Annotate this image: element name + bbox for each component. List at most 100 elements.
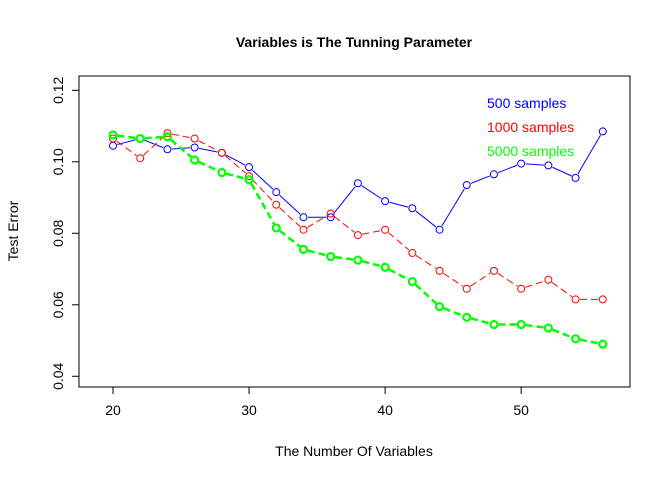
data-point — [326, 209, 335, 218]
data-point — [435, 266, 444, 275]
y-tick-label: 0.10 — [50, 148, 66, 175]
series-line-segment — [497, 272, 518, 287]
series-line-segment — [470, 317, 490, 325]
x-axis-label: The Number Of Variables — [275, 443, 433, 459]
series-line-segment — [525, 280, 545, 288]
data-point — [435, 225, 444, 234]
series-line-segment — [497, 164, 518, 174]
data-point — [162, 132, 173, 142]
data-point — [571, 295, 580, 304]
series-line-segment — [333, 216, 355, 233]
y-axis: 0.04 0.06 0.08 0.10 0.12 — [50, 76, 80, 390]
data-point — [381, 197, 390, 206]
y-axis-label: Test Error — [5, 200, 21, 261]
legend: 500 samples 1000 samples 5000 samples — [487, 95, 574, 159]
data-point — [462, 181, 471, 190]
data-point — [245, 163, 254, 172]
chart-title: Variables is The Tunning Parameter — [236, 34, 473, 50]
series-line-segment — [525, 163, 544, 166]
data-point — [516, 319, 526, 330]
y-tick-label: 0.04 — [50, 362, 66, 389]
data-point — [272, 188, 281, 197]
data-point — [190, 134, 199, 143]
y-tick-label: 0.06 — [50, 291, 66, 318]
series-line-segment — [362, 230, 381, 235]
series-line-segment — [577, 135, 601, 175]
series-line-segment — [415, 255, 437, 269]
data-point — [190, 143, 199, 152]
y-tick-label: 0.12 — [50, 76, 66, 103]
data-point — [326, 213, 335, 222]
series-line-segment — [279, 229, 301, 248]
x-tick-label: 40 — [377, 402, 393, 418]
series-line-segment — [307, 215, 328, 228]
data-point — [598, 127, 607, 136]
series-3 — [108, 130, 608, 349]
data-point — [108, 130, 118, 140]
data-point — [245, 172, 254, 181]
data-point — [244, 175, 254, 185]
data-point — [109, 134, 118, 143]
data-point — [353, 179, 362, 188]
x-tick-label: 30 — [241, 402, 257, 418]
data-point — [190, 155, 200, 165]
series-line-segment — [307, 249, 327, 257]
series-line-segment — [224, 155, 246, 174]
data-point — [434, 301, 445, 312]
data-point — [217, 148, 226, 157]
data-point — [353, 231, 362, 240]
series-line-segment — [551, 281, 573, 298]
data-point — [462, 284, 471, 293]
data-point — [135, 133, 145, 144]
series-line-segment — [279, 207, 301, 228]
data-point — [543, 323, 553, 333]
series-line-segment — [470, 272, 491, 287]
series-layer — [108, 127, 608, 349]
series-line-segment — [116, 140, 137, 156]
data-point — [489, 266, 498, 275]
data-point — [163, 145, 172, 154]
series-line-segment — [171, 133, 191, 139]
data-point — [489, 170, 498, 179]
legend-entry: 1000 samples — [487, 119, 574, 135]
data-point — [517, 284, 526, 293]
series-line-segment — [525, 323, 545, 329]
data-point — [489, 319, 499, 330]
x-tick-label: 50 — [513, 402, 529, 418]
series-line-segment — [389, 201, 409, 208]
data-point — [217, 167, 227, 178]
data-point — [571, 173, 580, 182]
legend-entry: 5000 samples — [487, 143, 574, 159]
legend-entry: 500 samples — [487, 95, 566, 111]
series-line-segment — [225, 154, 246, 166]
series-line-segment — [143, 135, 165, 156]
series-line-segment — [443, 307, 464, 317]
series-line-segment — [334, 255, 354, 261]
data-point — [299, 213, 308, 222]
data-point — [326, 251, 336, 262]
x-tick-label: 20 — [105, 402, 121, 418]
data-point — [298, 244, 309, 254]
series-line-segment — [252, 169, 274, 190]
data-point — [598, 339, 608, 349]
data-point — [380, 262, 390, 272]
series-line-segment — [361, 185, 382, 200]
data-point — [408, 204, 417, 213]
series-line-segment — [361, 260, 382, 268]
series-line-segment — [443, 272, 464, 287]
series-line-segment — [251, 179, 274, 202]
series-2 — [109, 129, 607, 304]
data-point — [570, 334, 581, 344]
series-line-segment — [198, 140, 219, 152]
series-line-segment — [279, 194, 301, 215]
series-line-segment — [441, 188, 465, 227]
y-tick-label: 0.08 — [50, 219, 66, 246]
data-point — [408, 248, 417, 257]
series-line-segment — [415, 210, 437, 228]
x-axis: 20 30 40 50 — [105, 386, 529, 418]
data-point — [272, 200, 281, 209]
data-point — [462, 312, 472, 322]
data-point — [407, 276, 417, 287]
series-line-segment — [198, 147, 218, 153]
series-line-segment — [552, 328, 572, 339]
